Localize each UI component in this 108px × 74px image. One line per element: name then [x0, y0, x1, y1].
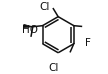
- Text: F: F: [85, 38, 91, 48]
- Text: HO: HO: [22, 25, 38, 35]
- Polygon shape: [24, 24, 33, 28]
- Text: Cl: Cl: [49, 63, 59, 73]
- Text: Cl: Cl: [40, 2, 50, 12]
